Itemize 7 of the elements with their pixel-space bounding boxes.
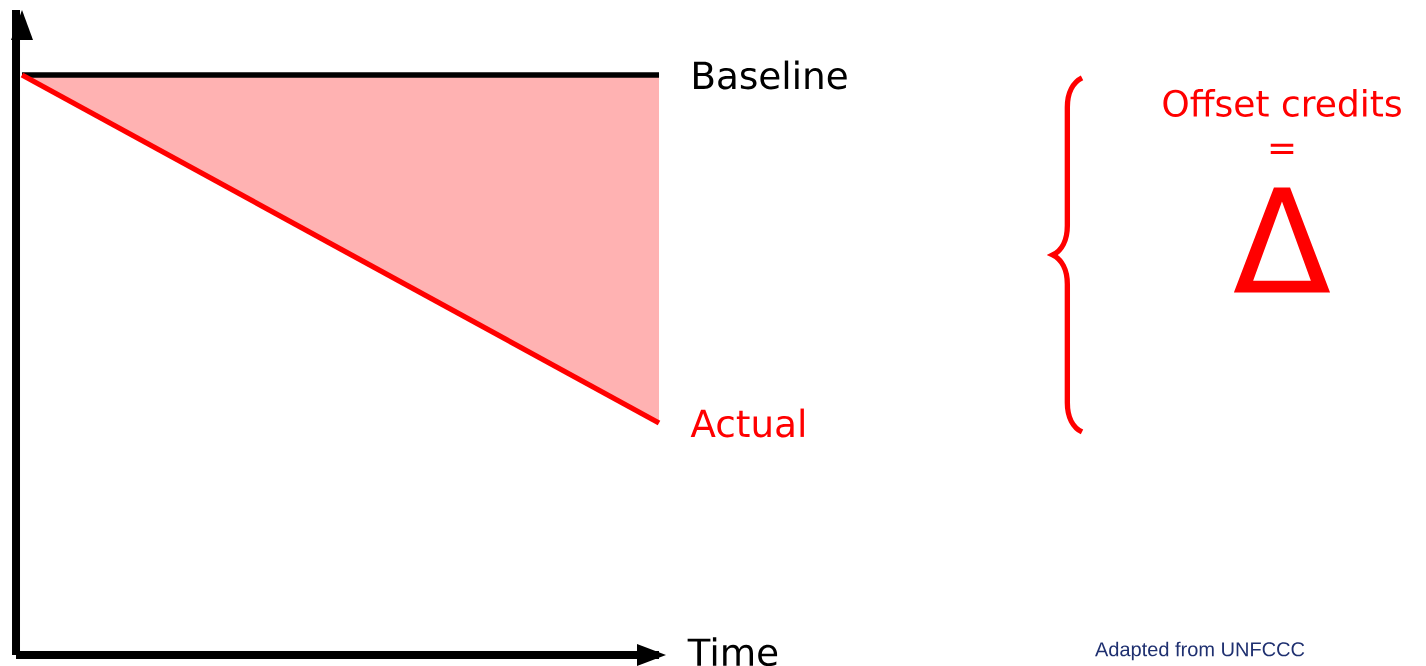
text: Δ <box>1233 187 1331 293</box>
series-label: Actual <box>690 408 804 438</box>
x-axis-title: Time <box>687 637 778 666</box>
text: Adapted from UNFCCC <box>1095 641 1305 661</box>
text: Offset credits <box>1163 89 1401 117</box>
text: = <box>1270 143 1294 154</box>
series-label: Baseline <box>694 60 847 90</box>
